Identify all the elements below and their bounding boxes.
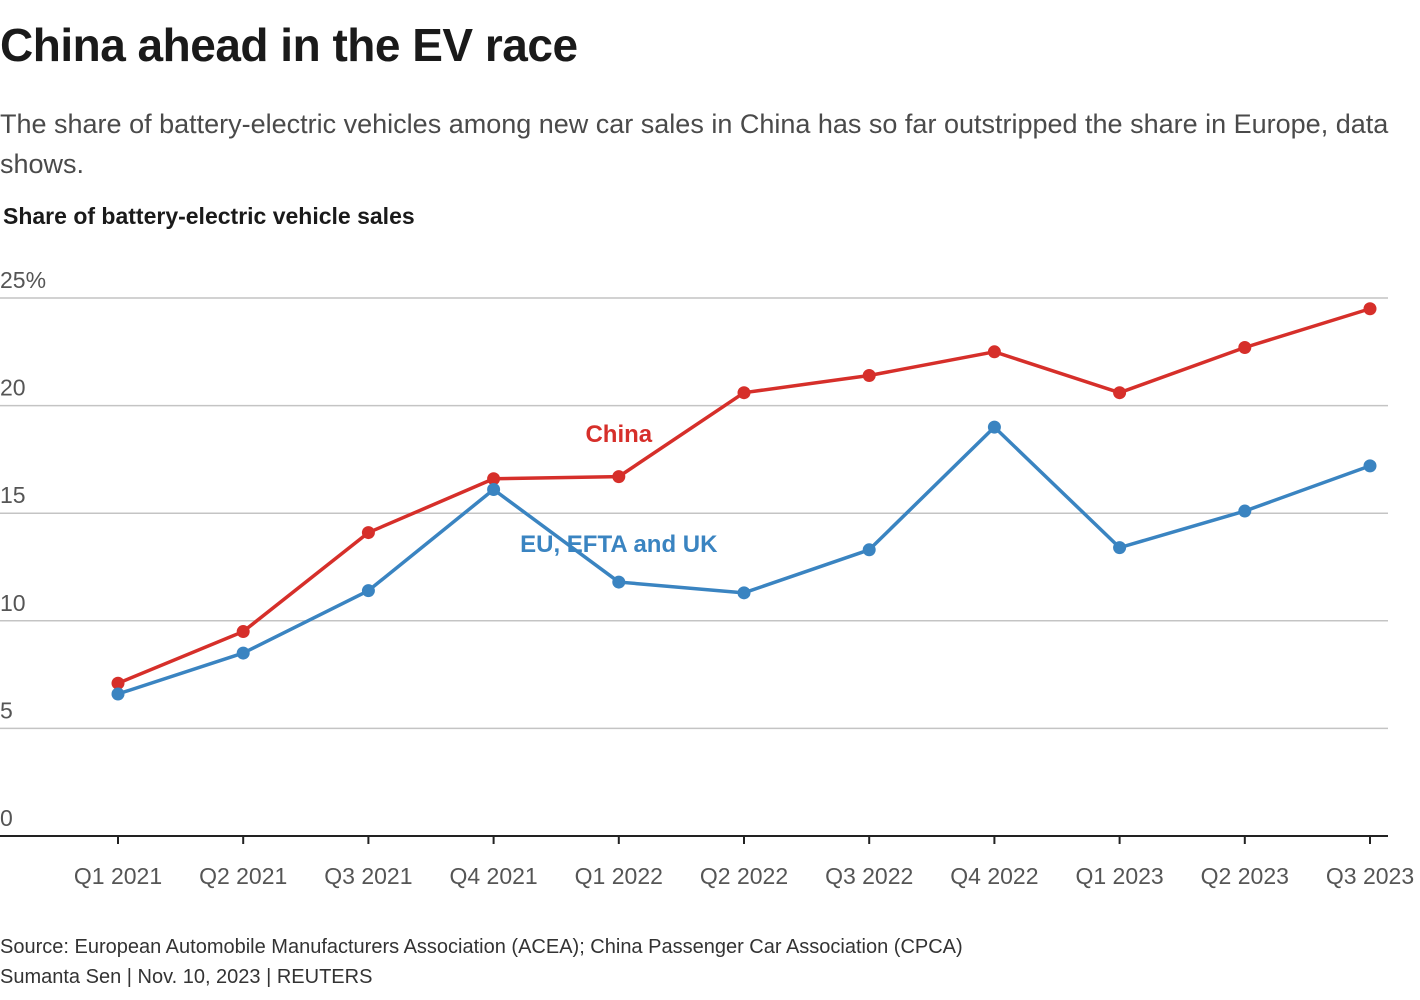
data-point-eu-efta-and-uk[interactable] xyxy=(1113,541,1127,555)
data-point-eu-efta-and-uk[interactable] xyxy=(1238,504,1252,518)
series-line-eu-efta-and-uk xyxy=(116,425,1372,696)
x-tick-label: Q3 2022 xyxy=(825,863,913,889)
x-tick-label: Q2 2021 xyxy=(199,863,287,889)
x-tick-label: Q4 2022 xyxy=(950,863,1038,889)
y-tick-label: 20 xyxy=(0,375,26,401)
data-point-china[interactable] xyxy=(737,386,751,400)
data-point-eu-efta-and-uk[interactable] xyxy=(111,687,125,701)
data-point-china[interactable] xyxy=(236,625,250,639)
x-axis: Q1 2021 Q2 2021 Q3 2021 Q4 2021 Q1 2022 Q2 20… xyxy=(0,835,1414,889)
x-tick-label: Q3 2021 xyxy=(324,863,412,889)
chart-title: China ahead in the EV race xyxy=(0,19,578,71)
data-point-eu-efta-and-uk[interactable] xyxy=(987,420,1001,434)
data-point-eu-efta-and-uk[interactable] xyxy=(1363,459,1377,473)
gridlines: 0 5 10 15 20 25% xyxy=(0,267,1388,831)
chart-subtitle: The share of battery-electric vehicles a… xyxy=(0,109,1389,179)
series-label-china: China xyxy=(585,421,652,448)
y-tick-label: 25% xyxy=(0,267,46,293)
data-point-china[interactable] xyxy=(487,472,501,486)
data-point-china[interactable] xyxy=(1363,302,1377,316)
data-point-china[interactable] xyxy=(1238,340,1252,354)
data-point-eu-efta-and-uk[interactable] xyxy=(236,646,250,660)
series-line-china xyxy=(116,307,1372,685)
data-point-china[interactable] xyxy=(612,470,626,484)
data-point-china[interactable] xyxy=(361,526,375,540)
data-point-eu-efta-and-uk[interactable] xyxy=(862,543,876,557)
x-tick-label: Q1 2023 xyxy=(1075,863,1163,889)
y-tick-label: 0 xyxy=(0,805,13,831)
x-tick-label: Q3 2023 xyxy=(1326,863,1414,889)
y-axis-title: Share of battery-electric vehicle sales xyxy=(3,203,415,229)
data-point-eu-efta-and-uk[interactable] xyxy=(737,586,751,600)
y-tick-label: 10 xyxy=(0,590,26,616)
x-tick-label: Q1 2021 xyxy=(74,863,162,889)
series-label-eu-efta-and-uk: EU, EFTA and UK xyxy=(520,531,718,558)
data-point-eu-efta-and-uk[interactable] xyxy=(612,575,626,589)
y-tick-label: 5 xyxy=(0,697,13,723)
series-lines xyxy=(111,302,1377,701)
data-point-china[interactable] xyxy=(1113,386,1127,400)
data-point-eu-efta-and-uk[interactable] xyxy=(487,483,501,497)
data-point-china[interactable] xyxy=(111,676,125,690)
data-point-eu-efta-and-uk[interactable] xyxy=(361,584,375,598)
byline: Sumanta Sen | Nov. 10, 2023 | REUTERS xyxy=(0,966,373,988)
data-point-china[interactable] xyxy=(987,345,1001,359)
x-tick-label: Q1 2022 xyxy=(575,863,663,889)
x-tick-label: Q2 2022 xyxy=(700,863,788,889)
series-labels: China EU, EFTA and UK xyxy=(520,421,718,558)
line-chart: 0 5 10 15 20 25% Q1 2021 Q2 2021 Q3 2021 Q4 2021… xyxy=(0,267,1414,889)
source-note: Source: European Automobile Manufacturer… xyxy=(0,936,963,958)
data-point-china[interactable] xyxy=(862,368,876,382)
x-tick-label: Q2 2023 xyxy=(1201,863,1289,889)
y-tick-label: 15 xyxy=(0,482,26,508)
x-tick-label: Q4 2021 xyxy=(449,863,537,889)
